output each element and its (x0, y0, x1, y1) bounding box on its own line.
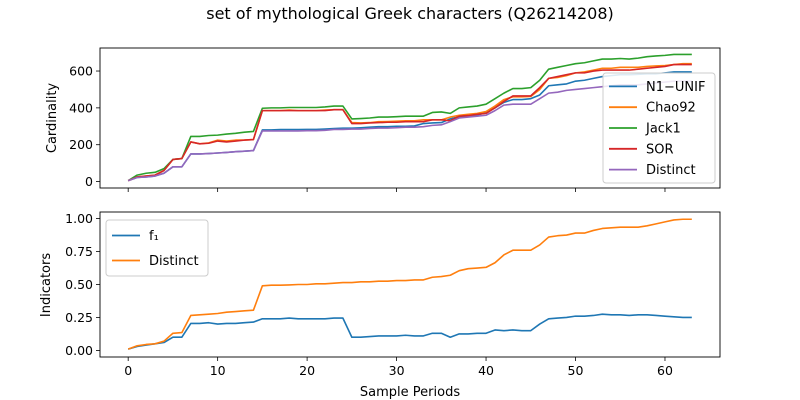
top-y-tick-label: 0 (85, 174, 93, 189)
bottom-axes-frame (99, 211, 721, 358)
top-y-tick-label: 600 (69, 64, 93, 79)
chart-title: set of mythological Greek characters (Q2… (206, 4, 614, 23)
top-legend-box (602, 72, 716, 184)
top-axes-frame (99, 47, 721, 189)
x-tick-label: 60 (657, 363, 673, 378)
top-series-line-chao92 (127, 62, 692, 182)
bottom-y-axis-label: Indicators (39, 253, 54, 317)
top-legend-label-n1-unif: N1−UNIF (646, 80, 705, 95)
top-series-line-sor (127, 63, 692, 182)
bottom-series-lines (127, 218, 692, 350)
x-tick-label: 20 (299, 363, 315, 378)
top-legend: N1−UNIF Chao92 Jack1 SOR Distinct (602, 72, 716, 184)
x-tick-label: 40 (478, 363, 494, 378)
top-chart-panel: 0 200 400 600 Cardinality N1−UNIF Chao92 Jack… (45, 47, 721, 192)
top-series-lines (127, 53, 692, 182)
bottom-y-tick-label: 0.50 (65, 277, 93, 292)
top-legend-label-jack1: Jack1 (645, 122, 681, 137)
bottom-axis-ticks: 0 10 20 30 40 50 60 0.00 0.25 0.50 0.75 1.00 (65, 211, 673, 378)
bottom-legend-box (105, 219, 209, 277)
top-y-tick-label: 200 (69, 137, 93, 152)
x-tick-label: 0 (124, 363, 132, 378)
bottom-legend: f₁ Distinct (105, 219, 209, 277)
top-y-axis-label: Cardinality (45, 83, 60, 154)
top-legend-label-chao92: Chao92 (646, 101, 696, 116)
bottom-series-line-distinct (127, 218, 692, 350)
top-axis-ticks: 0 200 400 600 (69, 64, 666, 192)
x-tick-label: 10 (210, 363, 226, 378)
x-tick-label: 50 (568, 363, 584, 378)
bottom-legend-label-f: f₁ (149, 229, 159, 244)
bottom-y-tick-label: 0.25 (65, 310, 93, 325)
top-series-line-distinct (127, 80, 692, 182)
bottom-legend-label-distinct: Distinct (149, 254, 199, 269)
top-legend-label-sor: SOR (646, 142, 674, 157)
bottom-chart-panel: 0 10 20 30 40 50 60 0.00 0.25 0.50 0.75 1.00 Indica… (39, 211, 721, 400)
bottom-y-tick-label: 0.00 (65, 343, 93, 358)
bottom-y-tick-label: 0.75 (65, 244, 93, 259)
top-y-tick-label: 400 (69, 100, 93, 115)
bottom-y-tick-label: 1.00 (65, 211, 93, 226)
bottom-series-line-f (127, 313, 692, 350)
top-series-line-jack1 (127, 53, 692, 182)
top-legend-label-distinct: Distinct (646, 163, 696, 178)
x-axis-label: Sample Periods (360, 385, 460, 400)
x-tick-label: 30 (389, 363, 405, 378)
